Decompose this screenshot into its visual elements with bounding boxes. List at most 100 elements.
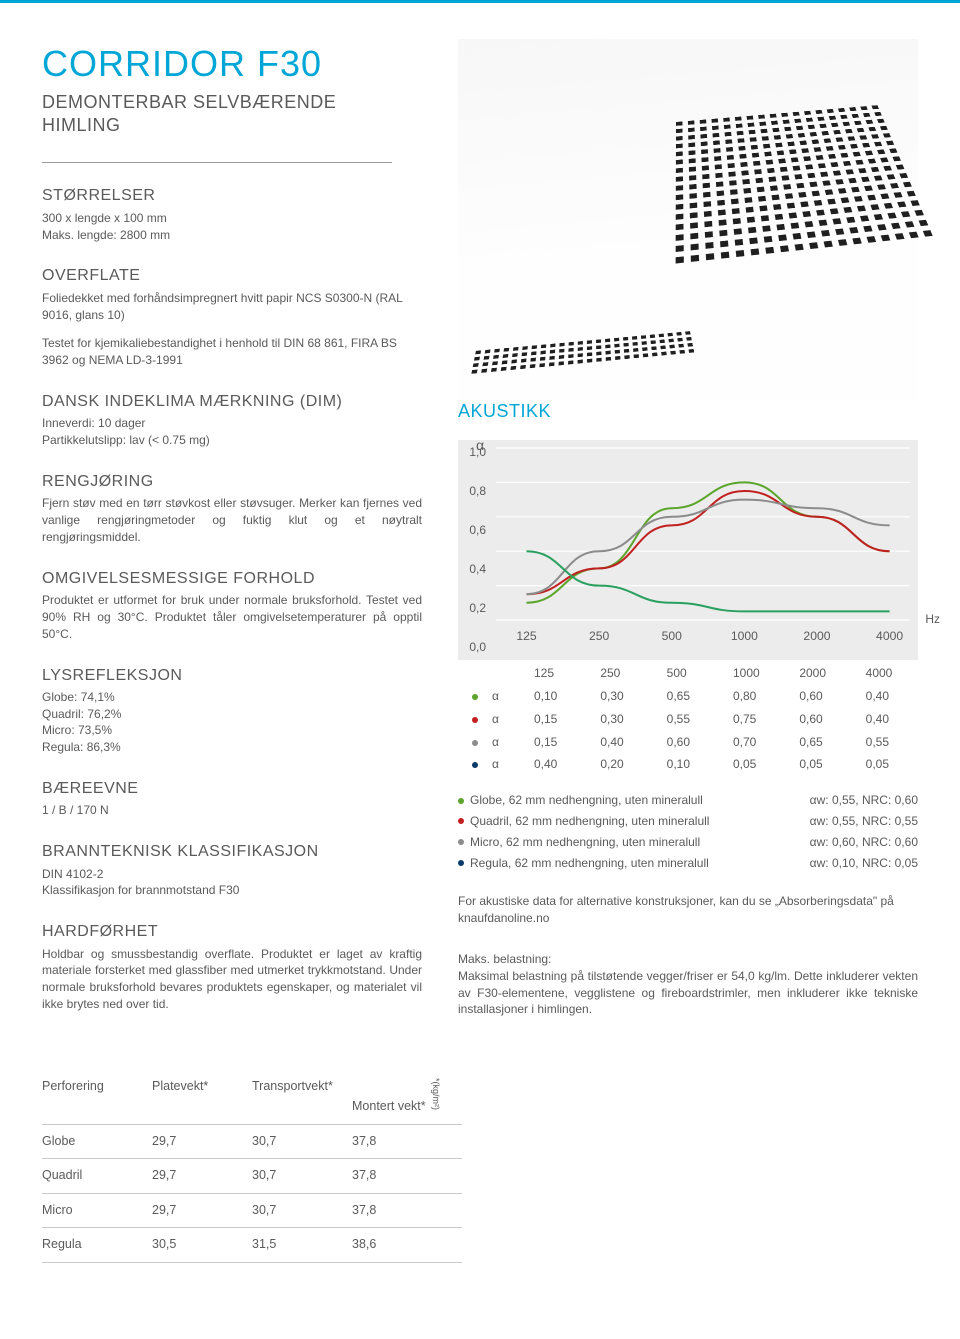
env-heading: OMGIVELSESMESSIGE FORHOLD	[42, 568, 422, 590]
weights-cell: Regula	[42, 1236, 152, 1254]
legend-text: Quadril, 62 mm nedhengning, uten mineral…	[470, 813, 798, 830]
weights-cell: 31,5	[252, 1236, 352, 1254]
weights-cell: 30,5	[152, 1236, 252, 1254]
series-value: 0,60	[653, 734, 719, 751]
product-subtitle: DEMONTERBAR SELVBÆRENDE HIMLING	[42, 91, 392, 163]
series-alpha-label: α	[492, 688, 520, 705]
series-value: 0,05	[785, 756, 851, 773]
acoustics-heading: AKUSTIKK	[458, 399, 918, 424]
fire-l2: Klassifikasjon for brannmotstand F30	[42, 882, 422, 899]
chart-data-row: α0,100,300,650,800,600,40	[458, 685, 918, 708]
chart-y-tick: 0,8	[469, 483, 486, 500]
weights-row: Globe29,730,737,8	[42, 1125, 462, 1160]
legend-text: Micro, 62 mm nedhengning, uten mineralul…	[470, 834, 798, 851]
series-value: 0,60	[785, 711, 851, 728]
legend-value: αw: 0,10, NRC: 0,05	[810, 855, 918, 872]
weights-header-cell: Montert vekt**(kg/m²)	[352, 1078, 452, 1116]
legend-value: αw: 0,55, NRC: 0,60	[810, 792, 918, 809]
series-value: 0,20	[586, 756, 652, 773]
series-value: 0,80	[719, 688, 785, 705]
weights-cell: 30,7	[252, 1202, 352, 1220]
chart-y-tick: 0,2	[469, 600, 486, 617]
weights-cell: Micro	[42, 1202, 152, 1220]
chart-x-tick: 2000	[785, 665, 851, 682]
series-value: 0,15	[520, 711, 586, 728]
weights-cell: 30,7	[252, 1133, 352, 1151]
maxload-text: Maksimal belastning på tilstøtende vegge…	[458, 968, 918, 1018]
surface-heading: OVERFLATE	[42, 265, 422, 287]
env-text: Produktet er utformet for bruk under nor…	[42, 592, 422, 642]
series-value: 0,05	[852, 756, 918, 773]
chart-x-tick: 125	[520, 665, 586, 682]
weights-unit: *(kg/m²)	[430, 1078, 443, 1110]
weights-row: Micro29,730,737,8	[42, 1194, 462, 1229]
series-value: 0,65	[785, 734, 851, 751]
cleaning-heading: RENGJØRING	[42, 471, 422, 493]
weights-header-cell: Platevekt*	[152, 1078, 252, 1116]
durability-heading: HARDFØRHET	[42, 921, 422, 943]
weights-cell: 29,7	[152, 1133, 252, 1151]
load-heading: BÆREEVNE	[42, 778, 422, 800]
sizes-heading: STØRRELSER	[42, 185, 422, 207]
chart-hz-label: Hz	[925, 611, 940, 628]
legend-value: αw: 0,60, NRC: 0,60	[810, 834, 918, 851]
dim-heading: DANSK INDEKLIMA MÆRKNING (DIM)	[42, 391, 422, 413]
legend-row: Globe, 62 mm nedhengning, uten mineralul…	[458, 790, 918, 811]
svg-text:125: 125	[516, 629, 537, 643]
chart-x-tick: 500	[653, 665, 719, 682]
legend-text: Regula, 62 mm nedhengning, uten mineralu…	[470, 855, 798, 872]
svg-text:500: 500	[662, 629, 683, 643]
surface-line2: Testet for kjemikaliebestandighet i henh…	[42, 335, 422, 369]
left-column: CORRIDOR F30 DEMONTERBAR SELVBÆRENDE HIM…	[42, 39, 422, 1018]
weights-row: Quadril29,730,737,8	[42, 1159, 462, 1194]
chart-plot: 125250500100020004000 Hz	[492, 440, 918, 660]
light-l4: Regula: 86,3%	[42, 739, 422, 756]
dim-line1: Inneverdi: 10 dager	[42, 415, 422, 432]
weights-cell: 37,8	[352, 1167, 452, 1185]
series-value: 0,60	[785, 688, 851, 705]
chart-y-labels: 1,00,80,60,40,20,0	[458, 440, 492, 660]
svg-text:4000: 4000	[876, 629, 903, 643]
legend-color-dot	[458, 798, 464, 804]
chart-data-table: 125250500100020004000 α0,100,300,650,800…	[458, 662, 918, 776]
series-value: 0,10	[520, 688, 586, 705]
series-value: 0,15	[520, 734, 586, 751]
series-value: 0,75	[719, 711, 785, 728]
svg-text:2000: 2000	[803, 629, 830, 643]
weights-cell: 37,8	[352, 1202, 452, 1220]
chart-data-row: α0,400,200,100,050,050,05	[458, 753, 918, 776]
weights-cell: 37,8	[352, 1133, 452, 1151]
chart-y-tick: 0,4	[469, 561, 486, 578]
chart-data-row: α0,150,400,600,700,650,55	[458, 731, 918, 754]
legend-value: αw: 0,55, NRC: 0,55	[810, 813, 918, 830]
legend-color-dot	[458, 860, 464, 866]
legend-color-dot	[458, 818, 464, 824]
weights-cell: 38,6	[352, 1236, 452, 1254]
chart-y-tick: 0,0	[469, 639, 486, 656]
product-title: CORRIDOR F30	[42, 39, 422, 89]
acoustics-footnote: For akustiske data for alternative konst…	[458, 893, 918, 927]
chart-y-tick: 0,6	[469, 522, 486, 539]
chart-x-tick: 250	[586, 665, 652, 682]
series-value: 0,40	[852, 688, 918, 705]
acoustics-chart: α 1,00,80,60,40,20,0 1252505001000200040…	[458, 440, 918, 1018]
light-l1: Globe: 74,1%	[42, 689, 422, 706]
series-color-dot	[472, 694, 478, 700]
series-value: 0,40	[586, 734, 652, 751]
load-text: 1 / B / 170 N	[42, 802, 422, 819]
cleaning-text: Fjern støv med en tørr støvkost eller st…	[42, 495, 422, 545]
maxload-block: Maks. belastning: Maksimal belastning på…	[458, 951, 918, 1018]
weights-cell: 30,7	[252, 1167, 352, 1185]
series-alpha-label: α	[492, 756, 520, 773]
series-value: 0,55	[852, 734, 918, 751]
series-value: 0,05	[719, 756, 785, 773]
sizes-line1: 300 x lengde x 100 mm	[42, 210, 422, 227]
chart-x-tick: 4000	[852, 665, 918, 682]
weights-cell: Quadril	[42, 1167, 152, 1185]
legend-row: Micro, 62 mm nedhengning, uten mineralul…	[458, 832, 918, 853]
legend-row: Regula, 62 mm nedhengning, uten mineralu…	[458, 853, 918, 874]
weights-cell: 29,7	[152, 1167, 252, 1185]
weights-header-cell: Transportvekt*	[252, 1078, 352, 1116]
series-value: 0,40	[520, 756, 586, 773]
fire-heading: BRANNTEKNISK KLASSIFIKASJON	[42, 841, 422, 863]
